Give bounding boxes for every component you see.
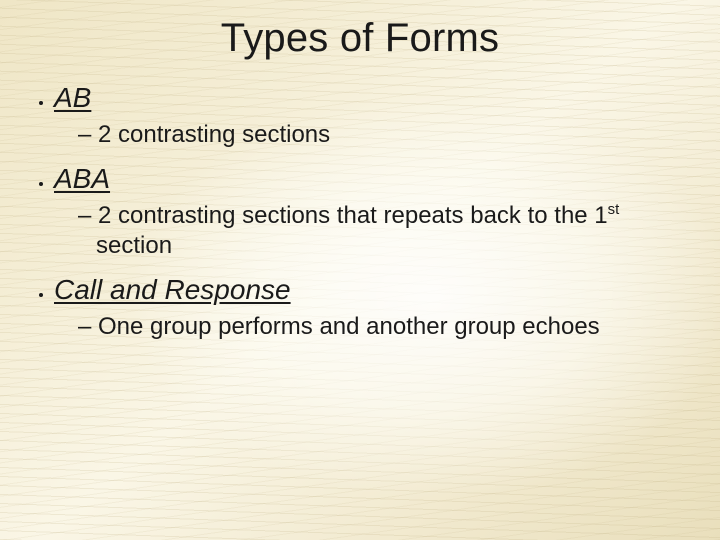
sub-list: 2 contrasting sections that repeats back…: [54, 201, 692, 260]
sub-item: 2 contrasting sections that repeats back…: [78, 201, 692, 260]
form-name: AB: [54, 82, 91, 113]
sub-item-text-pre: 2 contrasting sections that repeats back…: [98, 202, 608, 229]
list-item: ABA 2 contrasting sections that repeats …: [54, 163, 692, 260]
sub-item: 2 contrasting sections: [78, 120, 692, 149]
slide: Types of Forms AB 2 contrasting sections…: [0, 0, 720, 540]
sub-list: One group performs and another group ech…: [54, 312, 692, 341]
sub-item-text-post: section: [96, 232, 172, 259]
form-name: Call and Response: [54, 274, 291, 305]
form-name: ABA: [54, 163, 110, 194]
sub-list: 2 contrasting sections: [54, 120, 692, 149]
list-item: AB 2 contrasting sections: [54, 82, 692, 149]
ordinal-suffix: st: [608, 202, 620, 218]
slide-content: AB 2 contrasting sections ABA 2 contrast…: [28, 82, 692, 355]
sub-item: One group performs and another group ech…: [78, 312, 692, 341]
forms-list: AB 2 contrasting sections ABA 2 contrast…: [28, 82, 692, 341]
slide-title: Types of Forms: [0, 16, 720, 61]
list-item: Call and Response One group performs and…: [54, 274, 692, 341]
